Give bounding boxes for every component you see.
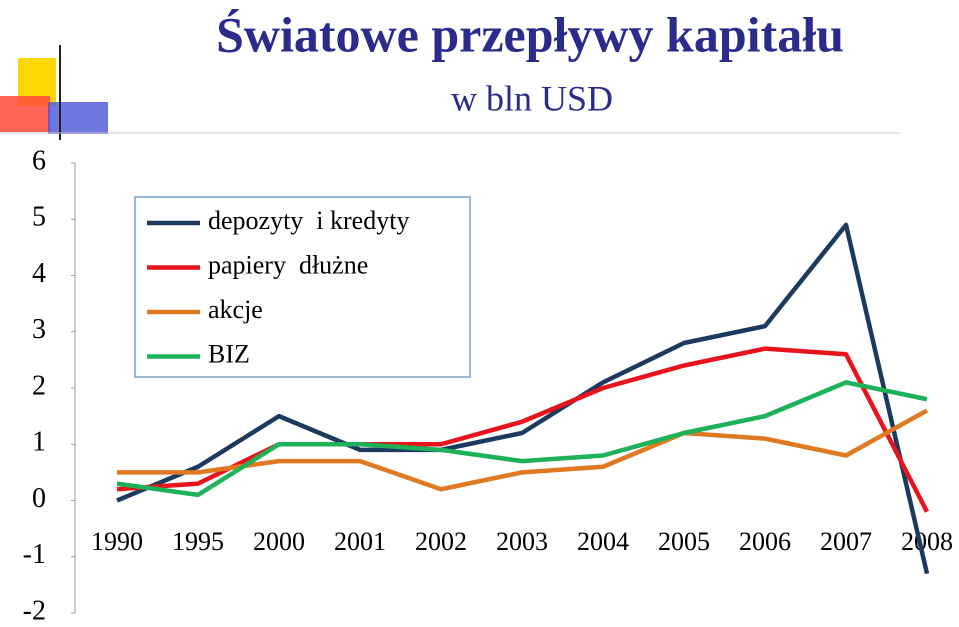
series-line [116, 222, 930, 575]
chart-title: Światowe przepływy kapitału [216, 6, 844, 62]
y-tick-label: 5 [32, 202, 46, 233]
legend-label: BIZ [208, 339, 250, 368]
decor [48, 102, 108, 134]
decor [0, 96, 50, 132]
series-line [116, 346, 930, 513]
x-tick-label: 2000 [253, 527, 305, 556]
legend-label: akcje [208, 295, 263, 324]
x-tick-label: 1990 [91, 527, 143, 556]
x-tick-label: 2008 [901, 527, 953, 556]
y-tick-label: 1 [32, 427, 46, 458]
series-line [116, 380, 928, 498]
y-tick-label: 3 [32, 314, 46, 345]
y-tick-label: 4 [32, 258, 46, 289]
legend-box [134, 196, 471, 378]
y-tick-label: 2 [32, 370, 46, 401]
x-tick-label: 2006 [739, 527, 791, 556]
y-tick-label: -1 [23, 539, 46, 570]
x-tick-label: 2003 [496, 527, 548, 556]
y-tick-label: 0 [32, 483, 46, 514]
series-line [117, 408, 929, 492]
x-tick-label: 2007 [820, 527, 872, 556]
y-tick-label: -2 [23, 595, 46, 626]
legend-label: papiery dłużne [208, 250, 368, 279]
chart-subtitle: w bln USD [451, 78, 613, 118]
x-tick-label: 2001 [334, 527, 386, 556]
legend-label: depozyty i kredyty [208, 206, 409, 235]
x-tick-label: 2004 [577, 527, 629, 556]
x-tick-label: 2005 [658, 527, 710, 556]
x-tick-label: 2002 [415, 527, 467, 556]
y-tick-label: 6 [32, 145, 46, 176]
x-tick-label: 1995 [172, 527, 224, 556]
